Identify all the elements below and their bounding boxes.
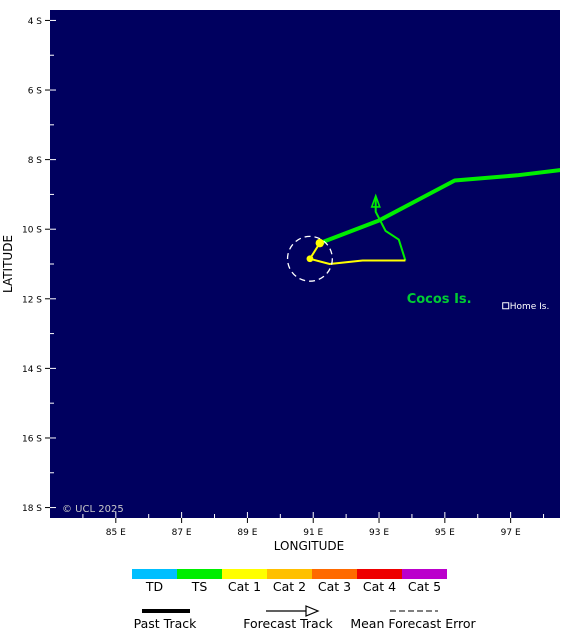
- intensity-label: Cat 1: [228, 579, 261, 594]
- intensity-legend: TD TS Cat 1 Cat 2 Cat 3 Cat 4 Cat 5: [132, 569, 447, 594]
- past-track-line: [317, 168, 560, 246]
- lon-tick-label: 85 E: [106, 528, 126, 538]
- lat-tick-label: 16 S: [22, 434, 42, 444]
- intensity-swatch: [357, 569, 402, 579]
- intensity-swatch: [177, 569, 222, 579]
- home-island-marker-icon: [502, 302, 510, 310]
- lat-tick-label: 8 S: [28, 156, 43, 166]
- intensity-label: Cat 5: [408, 579, 441, 594]
- forecast-position-marker: [306, 255, 314, 263]
- past-track-legend-label: Past Track: [134, 616, 197, 631]
- home-island-label: Home Is.: [510, 302, 550, 312]
- lat-tick-label: 6 S: [28, 87, 43, 97]
- error-legend-label: Mean Forecast Error: [350, 616, 476, 631]
- lat-tick-label: 14 S: [22, 365, 42, 375]
- ucl-credit: © UCL 2025: [62, 504, 124, 515]
- cocos-islands-label: Cocos Is.: [407, 292, 472, 307]
- intensity-label: Cat 3: [318, 579, 351, 594]
- intensity-label: Cat 4: [363, 579, 396, 594]
- forecast-track-legend-arrow-icon: [305, 605, 320, 617]
- intensity-swatch: [312, 569, 357, 579]
- axis-ticks: [45, 19, 545, 523]
- lat-tick-label: 4 S: [28, 17, 43, 27]
- y-axis-title: LATITUDE: [1, 235, 15, 293]
- forecast-track-legend-label: Forecast Track: [243, 616, 333, 631]
- intensity-swatch: [222, 569, 267, 579]
- current-position-marker: [315, 238, 325, 248]
- lon-tick-label: 89 E: [237, 528, 257, 538]
- forecast-error-circle: [286, 235, 333, 282]
- intensity-swatch: [267, 569, 312, 579]
- intensity-label: Cat 2: [273, 579, 306, 594]
- forecast-arrowhead-icon: [370, 193, 381, 208]
- ocean-plot-area: [50, 10, 560, 518]
- intensity-label: TD: [145, 579, 163, 594]
- intensity-swatch: [402, 569, 447, 579]
- lon-tick-label: 91 E: [303, 528, 323, 538]
- lon-tick-label: 93 E: [369, 528, 389, 538]
- x-axis-title: LONGITUDE: [274, 539, 344, 553]
- axis-tick-labels: 4 S 6 S 8 S 10 S 12 S 14 S 16 S 18 S 85 E 87 E 89 …: [22, 17, 521, 538]
- intensity-label: TS: [191, 579, 208, 594]
- lat-tick-label: 12 S: [22, 295, 42, 305]
- lon-tick-label: 97 E: [501, 528, 521, 538]
- lon-tick-label: 95 E: [435, 528, 455, 538]
- intensity-swatch: [132, 569, 177, 579]
- forecast-track-cat1-line: [308, 242, 406, 265]
- lat-tick-label: 18 S: [22, 504, 42, 514]
- lon-tick-label: 87 E: [172, 528, 192, 538]
- lat-tick-label: 10 S: [22, 226, 42, 236]
